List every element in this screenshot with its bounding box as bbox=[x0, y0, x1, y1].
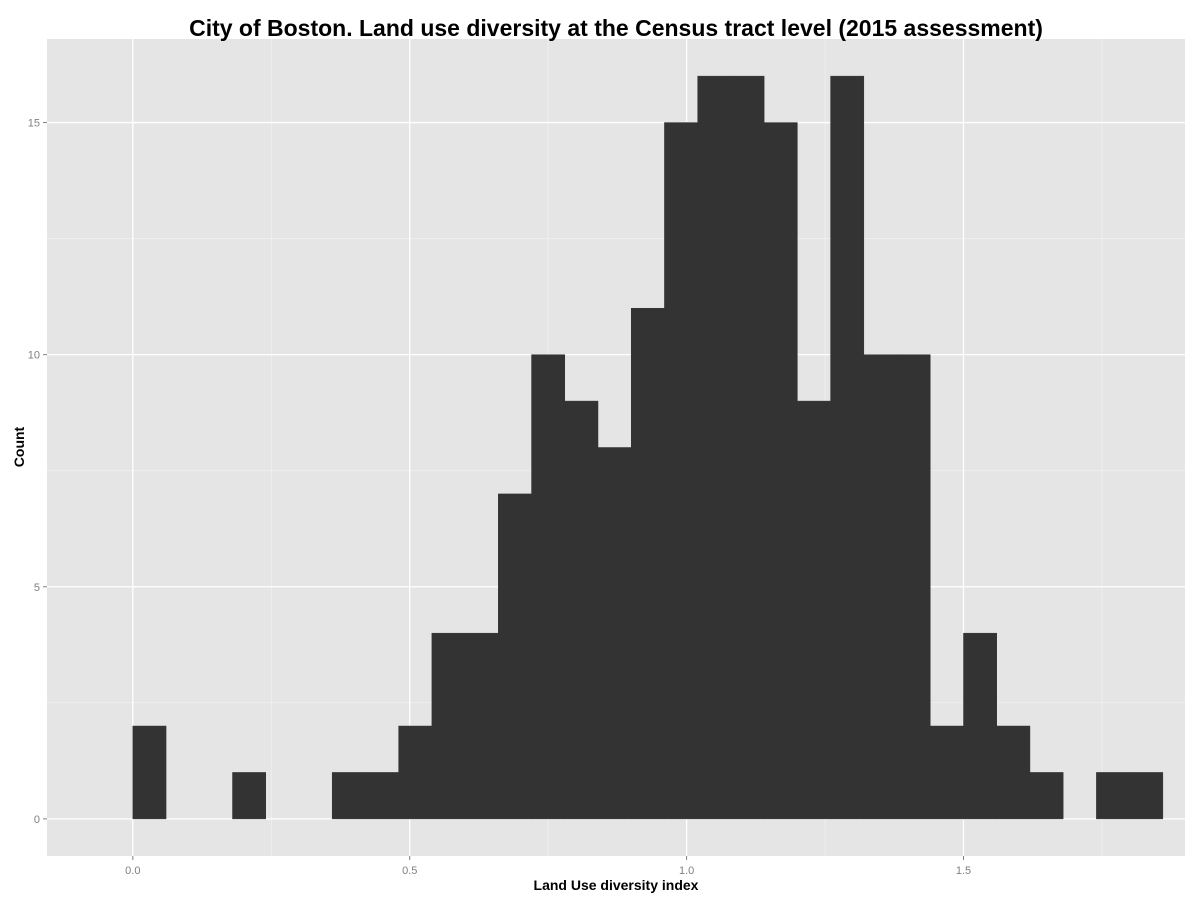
histogram-bar bbox=[930, 725, 964, 820]
histogram-bar bbox=[365, 772, 399, 820]
histogram-bar bbox=[232, 772, 266, 820]
histogram-bar bbox=[830, 75, 865, 820]
histogram-bar bbox=[996, 725, 1031, 820]
histogram-bar bbox=[797, 400, 831, 820]
histogram-bar bbox=[1029, 772, 1064, 820]
histogram-bar bbox=[664, 122, 698, 820]
histogram-bar bbox=[498, 493, 532, 820]
histogram-bar bbox=[863, 354, 898, 820]
histogram-bar bbox=[531, 354, 566, 820]
x-axis-ticks: 0.0 0.5 1.0 1.5 bbox=[125, 856, 971, 877]
histogram-bar bbox=[896, 354, 931, 820]
histogram-bar bbox=[597, 447, 632, 820]
x-tick-label: 0.5 bbox=[402, 865, 417, 877]
x-tick-label: 1.5 bbox=[956, 865, 971, 877]
histogram-bar bbox=[1096, 772, 1130, 820]
histogram-bar bbox=[763, 122, 798, 820]
y-tick-label: 10 bbox=[28, 350, 40, 362]
x-tick-label: 0.0 bbox=[125, 865, 140, 877]
y-tick-label: 0 bbox=[34, 814, 40, 826]
histogram-bar bbox=[398, 725, 433, 820]
histogram-bar bbox=[331, 772, 366, 820]
x-tick-label: 1.0 bbox=[679, 865, 694, 877]
histogram-bar bbox=[630, 307, 665, 820]
histogram-bar bbox=[1129, 772, 1164, 820]
chart-title: City of Boston. Land use diversity at th… bbox=[189, 15, 1043, 41]
histogram-bar bbox=[464, 632, 499, 820]
histogram-bars bbox=[132, 75, 1164, 820]
y-tick-label: 15 bbox=[28, 118, 40, 130]
histogram-bar bbox=[431, 632, 466, 820]
x-axis-title: Land Use diversity index bbox=[534, 877, 699, 893]
histogram-bar bbox=[697, 75, 732, 820]
histogram-bar bbox=[730, 75, 765, 820]
histogram-bar bbox=[132, 725, 167, 820]
y-axis-title: Count bbox=[11, 426, 27, 467]
y-tick-label: 5 bbox=[34, 582, 40, 594]
histogram-bar bbox=[564, 400, 599, 820]
histogram-bar bbox=[963, 632, 997, 820]
y-axis-ticks: 0 5 10 15 bbox=[28, 118, 47, 826]
